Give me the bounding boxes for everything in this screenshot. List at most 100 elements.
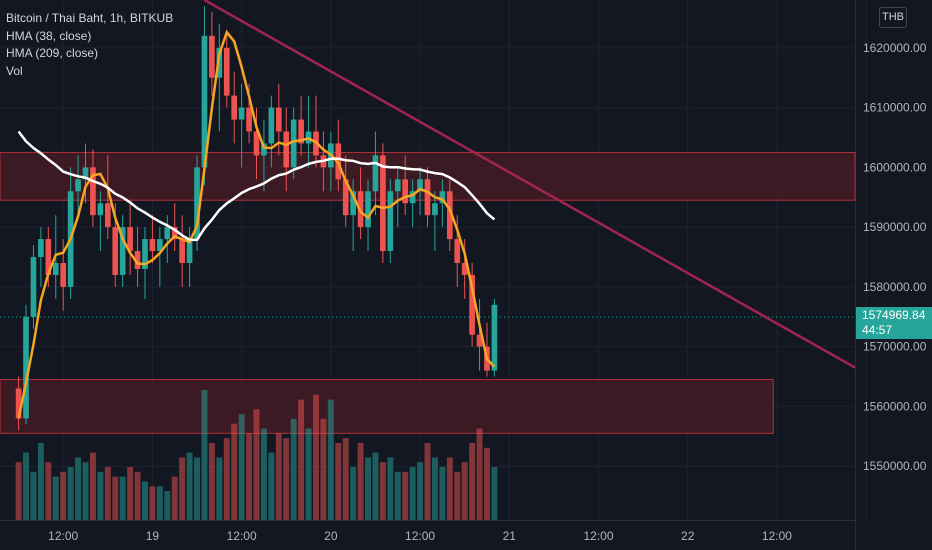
candle-body <box>402 179 409 204</box>
time-axis-label: 12:00 <box>762 529 792 543</box>
candle-body <box>157 239 163 252</box>
candle-body <box>134 251 141 269</box>
volume-bar <box>30 471 37 520</box>
bar-countdown: 44:57 <box>862 323 893 337</box>
volume-bar <box>320 418 327 520</box>
volume-bar <box>171 476 178 520</box>
volume-bar <box>461 462 468 520</box>
candle-body <box>209 35 215 78</box>
volume-bar <box>431 457 438 520</box>
volume-bar <box>104 467 111 520</box>
candle-body <box>454 239 461 263</box>
candle-body <box>387 191 394 252</box>
candle-body <box>380 155 386 252</box>
candle-body <box>171 227 178 240</box>
volume-bar <box>327 399 334 520</box>
price-axis-label: 1570000.00 <box>863 340 927 354</box>
candle-body <box>75 179 81 192</box>
price-axis-label: 1590000.00 <box>863 220 927 234</box>
hma-lines <box>17 29 496 419</box>
candle-body <box>491 304 498 371</box>
volume-bar <box>424 442 431 520</box>
candle-body <box>238 107 245 120</box>
candle-body <box>446 191 453 240</box>
volume-bar <box>23 452 29 520</box>
volume-bar <box>201 390 208 520</box>
candle-body <box>246 107 252 132</box>
candle-body <box>127 227 133 252</box>
volume-bar <box>15 462 22 520</box>
volume-bar <box>283 438 290 520</box>
volume-bar <box>75 457 82 520</box>
candle-body <box>194 167 200 240</box>
price-axis-label: 1600000.00 <box>863 160 927 174</box>
volume-bar <box>67 467 74 520</box>
volume-bar <box>313 394 319 520</box>
drawn-trendline <box>203 0 856 369</box>
volume-bar <box>253 409 260 520</box>
candle-body <box>439 191 446 204</box>
candle-body <box>23 316 29 419</box>
candle-body <box>409 191 416 204</box>
volume-bar <box>142 481 148 520</box>
hma-38-line <box>17 29 496 419</box>
volume-bar <box>208 442 215 520</box>
candle-body <box>372 155 379 192</box>
price-axis-label: 1580000.00 <box>863 280 927 294</box>
candle-body <box>476 334 483 347</box>
time-axis-label: 20 <box>324 529 338 543</box>
price-axis-label: 1560000.00 <box>863 399 927 413</box>
price-axis-label: 1620000.00 <box>863 41 927 55</box>
volume-bar <box>112 476 119 520</box>
volume-bar <box>194 457 200 520</box>
candle-body <box>432 203 438 216</box>
volume-bar <box>394 471 401 520</box>
volume-bar <box>156 486 163 520</box>
candle-body <box>186 239 193 263</box>
candle-body <box>90 167 96 216</box>
volume-bar <box>223 438 230 520</box>
volume-bar <box>365 457 371 520</box>
candle-body <box>365 191 371 228</box>
volume-bar <box>357 442 364 520</box>
candle-body <box>261 143 267 156</box>
volume-bar <box>298 399 305 520</box>
volume-bar <box>275 433 282 520</box>
legend-volume[interactable]: Vol <box>6 63 23 78</box>
legend-hma-209[interactable]: HMA (209, close) <box>6 46 99 60</box>
candle-body <box>298 119 304 144</box>
volume-bar <box>119 476 126 520</box>
currency-badge[interactable]: THB <box>879 7 907 28</box>
candle-body <box>394 179 401 192</box>
hma-209-line <box>17 130 496 242</box>
candle-body <box>82 167 89 180</box>
price-axis-label: 1550000.00 <box>863 459 927 473</box>
time-axis-label: 21 <box>503 529 517 543</box>
time-axis-label: 22 <box>681 529 695 543</box>
candle-body <box>201 35 208 168</box>
legend-symbol-title[interactable]: Bitcoin / Thai Baht, 1h, BITKUB <box>6 11 174 25</box>
candle-body <box>104 203 111 228</box>
candle-body <box>119 227 126 275</box>
candle-body <box>223 47 230 96</box>
volume-bar <box>469 442 476 520</box>
candle-body <box>179 239 185 263</box>
candle-body <box>268 107 275 144</box>
candle-body <box>15 388 22 419</box>
legend-hma-38[interactable]: HMA (38, close) <box>6 28 92 43</box>
candle-body <box>417 179 423 192</box>
volume-bar <box>82 462 89 520</box>
candle-body <box>275 107 282 132</box>
candle-body <box>164 227 171 240</box>
volume-bar <box>409 467 416 520</box>
volume-bar <box>97 471 104 520</box>
candle-body <box>231 95 238 120</box>
candle-body <box>60 262 67 287</box>
candle-body <box>290 119 297 168</box>
volume-bar <box>45 462 52 520</box>
volume-bar <box>350 467 357 520</box>
volume-bar <box>342 438 349 520</box>
volume-bar <box>246 433 253 520</box>
volume-bar <box>372 452 379 520</box>
